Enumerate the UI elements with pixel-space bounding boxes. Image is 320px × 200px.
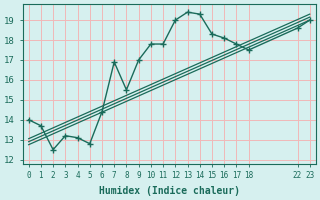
X-axis label: Humidex (Indice chaleur): Humidex (Indice chaleur) bbox=[99, 186, 240, 196]
